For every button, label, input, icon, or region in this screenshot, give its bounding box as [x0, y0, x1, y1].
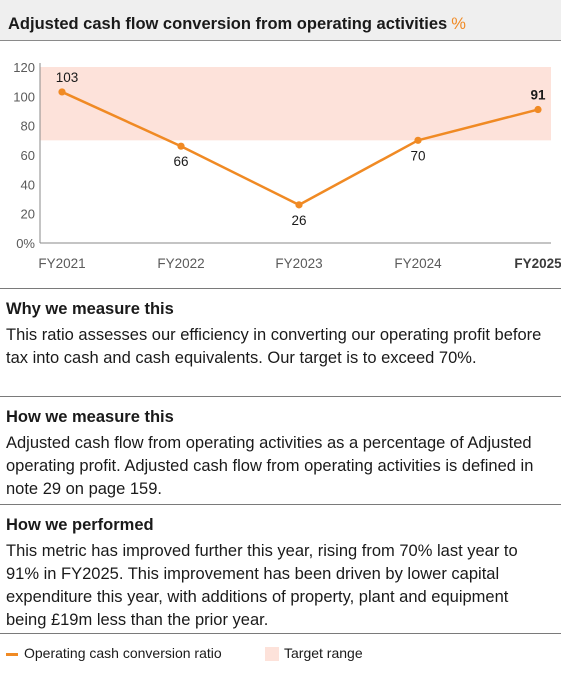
- section-why: Why we measure this This ratio assesses …: [0, 288, 561, 396]
- section-how-measure-title: How we measure this: [6, 408, 174, 426]
- y-tick-label: 40: [21, 177, 35, 192]
- data-label: 70: [410, 148, 425, 163]
- chart-title-unit: %: [451, 15, 466, 33]
- section-performed-body: This metric has improved further this ye…: [6, 542, 518, 629]
- data-point: [414, 136, 422, 144]
- data-point: [534, 105, 542, 114]
- y-tick-label: 120: [13, 60, 35, 75]
- y-tick-label: 60: [21, 148, 35, 163]
- y-tick-label: 80: [21, 119, 35, 134]
- x-tick-label: FY2023: [275, 256, 322, 271]
- chart-title-text: Adjusted cash flow conversion from opera…: [8, 15, 448, 33]
- data-point: [177, 142, 185, 150]
- section-how-measure: How we measure this Adjusted cash flow f…: [0, 396, 561, 504]
- x-tick-label: FY2022: [157, 256, 204, 271]
- y-tick-label: 20: [21, 207, 35, 222]
- section-why-title: Why we measure this: [6, 300, 174, 318]
- chart-legend: Operating cash conversion ratio Target r…: [0, 633, 561, 678]
- x-tick-label: FY2025: [514, 256, 561, 271]
- data-point: [58, 88, 66, 96]
- section-why-body: This ratio assesses our efficiency in co…: [6, 326, 542, 367]
- section-performed: How we performed This metric has improve…: [0, 504, 561, 634]
- section-how-measure-body: Adjusted cash flow from operating activi…: [6, 434, 534, 498]
- data-label: 26: [291, 213, 306, 228]
- y-tick-label: 0%: [16, 236, 35, 251]
- x-tick-label: FY2024: [394, 256, 442, 271]
- chart-header: Adjusted cash flow conversion from opera…: [0, 0, 561, 41]
- y-tick-label: 100: [13, 89, 35, 104]
- data-label: 103: [56, 70, 79, 85]
- legend-line-swatch: [6, 653, 18, 656]
- data-point: [295, 201, 303, 209]
- legend-band-swatch: [265, 647, 279, 661]
- legend-line-label: Operating cash conversion ratio: [24, 645, 222, 661]
- data-label: 66: [173, 154, 188, 169]
- data-label: 91: [530, 88, 546, 103]
- section-performed-title: How we performed: [6, 516, 154, 534]
- x-tick-label: FY2021: [38, 256, 85, 271]
- line-chart: 0% 20 40 60 80 100 120 FY2021 FY2022 FY2023 FY2024…: [13, 60, 561, 271]
- target-range-band: [40, 67, 551, 141]
- chart-title: Adjusted cash flow conversion from opera…: [8, 15, 466, 34]
- legend-band-label: Target range: [284, 645, 363, 661]
